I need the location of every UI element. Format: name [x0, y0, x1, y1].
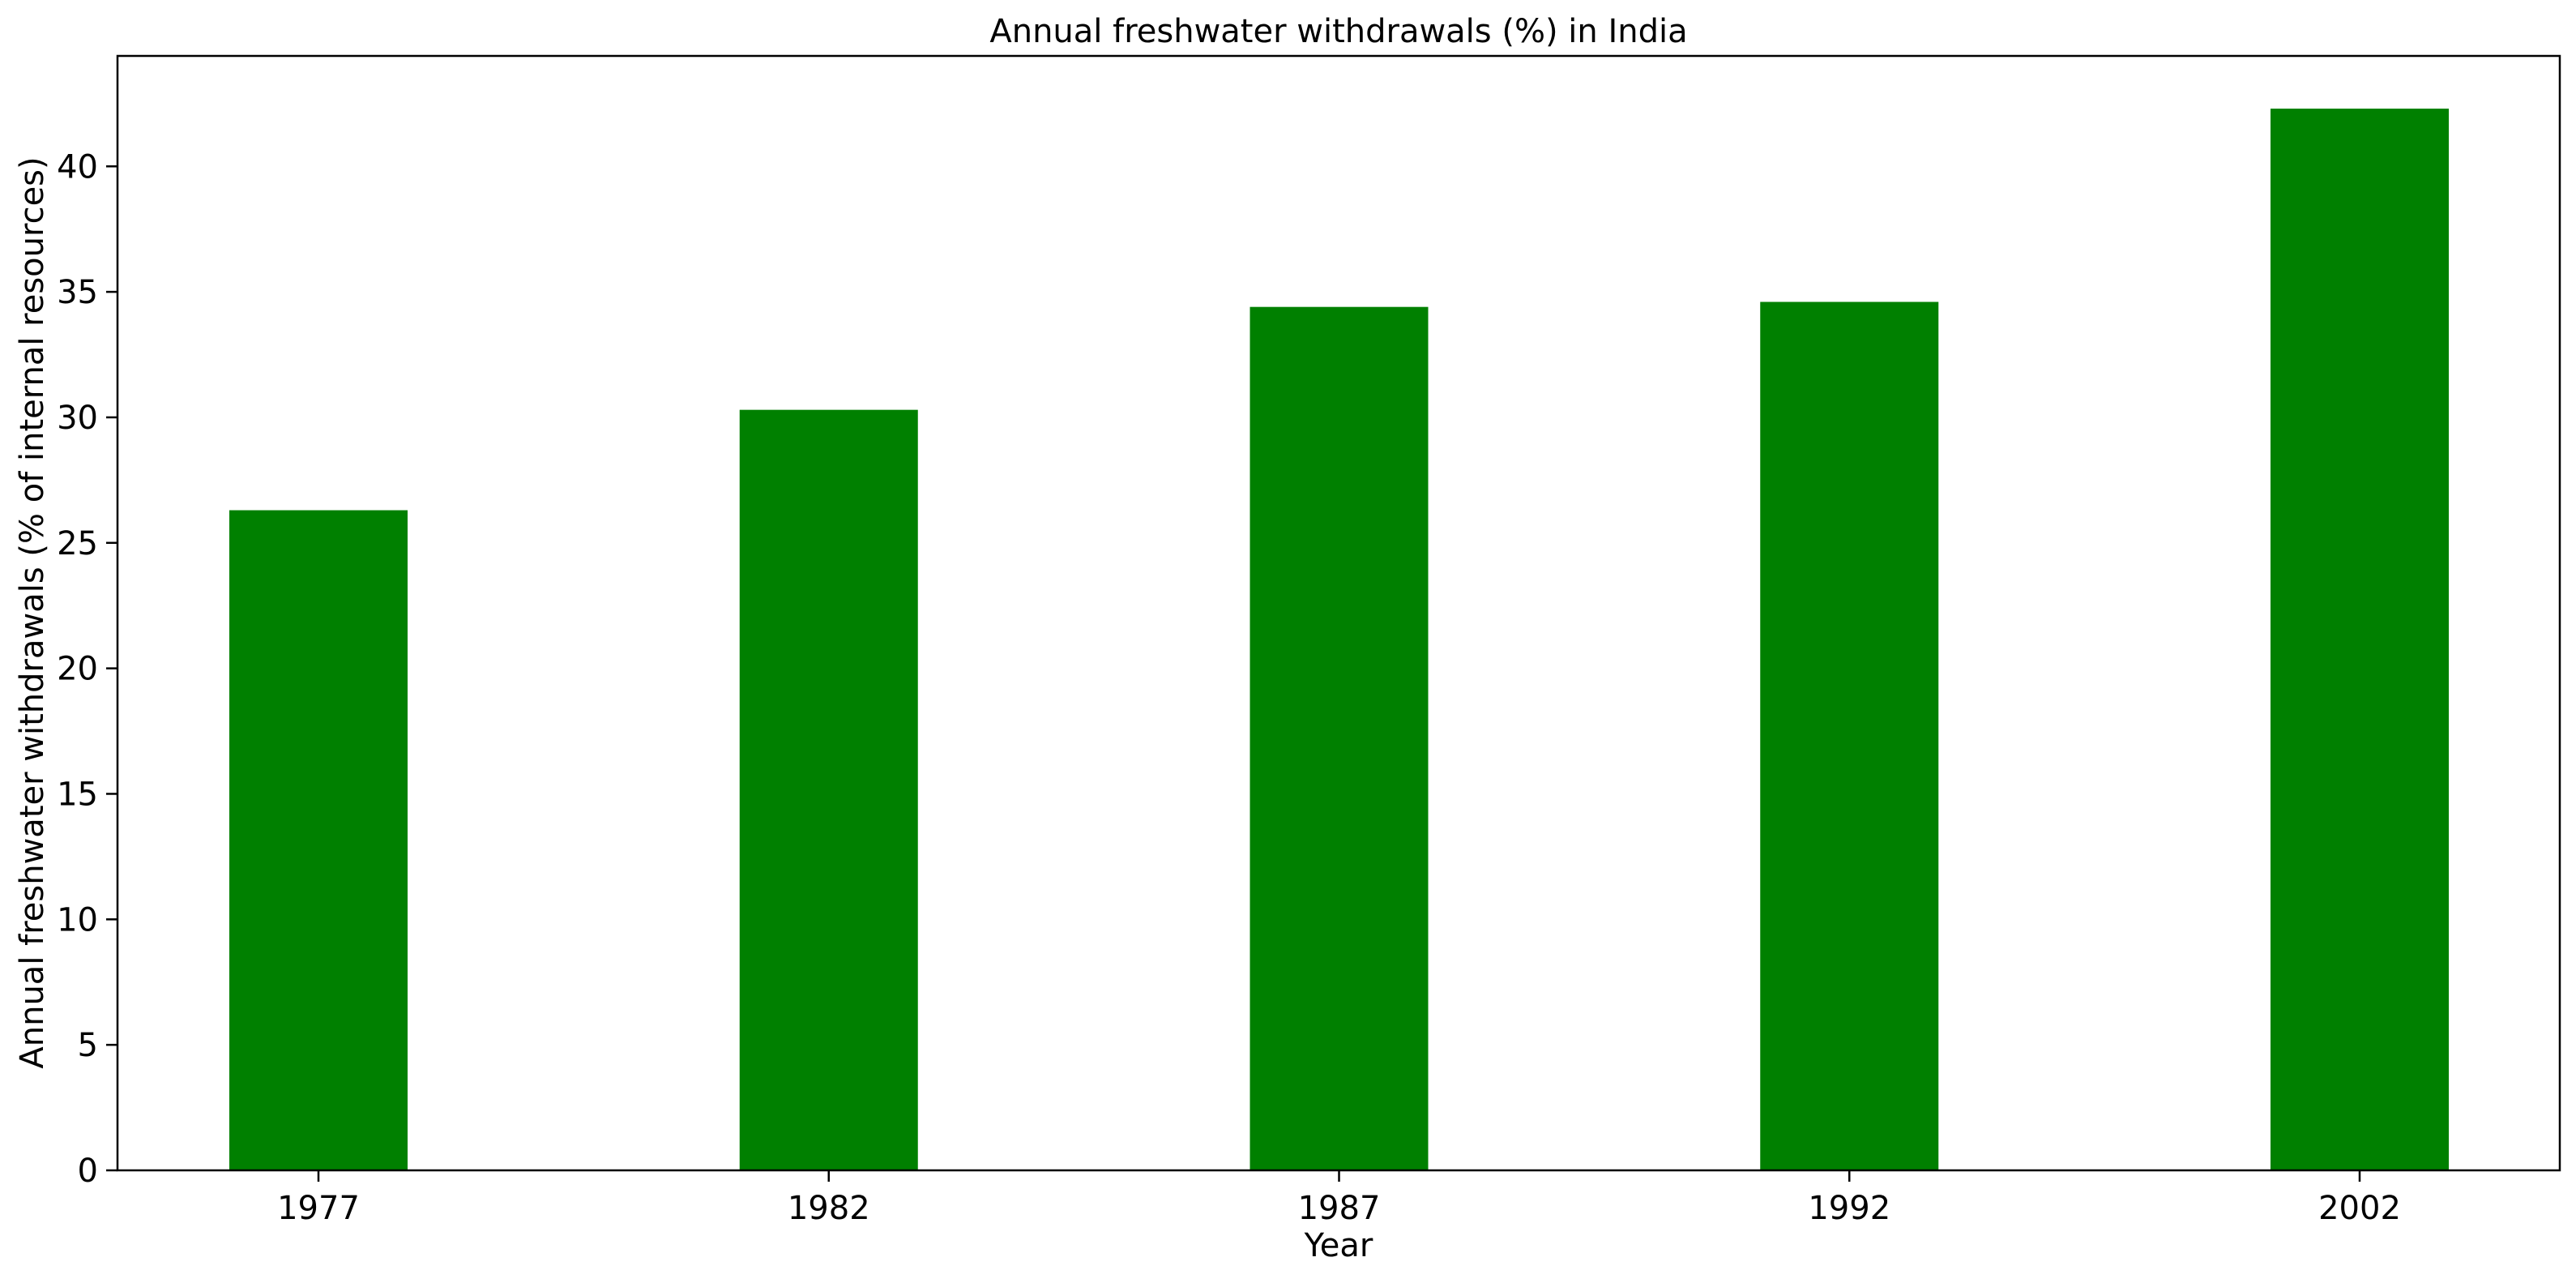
- chart-title: Annual freshwater withdrawals (%) in Ind…: [989, 13, 1687, 50]
- bar-2002: [2271, 109, 2449, 1170]
- y-tick-label: 25: [57, 525, 98, 562]
- y-tick-label: 0: [78, 1153, 98, 1190]
- bar-1992: [1760, 302, 1939, 1171]
- y-axis-ticks: 0 5 10 15 20 25 30 35 40: [57, 148, 117, 1190]
- x-tick-label: 1977: [277, 1190, 360, 1227]
- plot-area-frame: [116, 54, 2561, 1172]
- y-tick-label: 10: [57, 901, 98, 939]
- x-tick-label: 1987: [1298, 1190, 1381, 1227]
- y-axis-title: Annual freshwater withdrawals (% of inte…: [14, 156, 51, 1068]
- bar-1977: [229, 510, 408, 1170]
- x-tick-label: 2002: [2318, 1190, 2401, 1227]
- x-tick-label: 1992: [1808, 1190, 1890, 1227]
- y-tick-label: 40: [57, 148, 98, 186]
- x-axis-ticks: 1977 1982 1987 1992 2002: [277, 1170, 2401, 1227]
- y-tick-label: 35: [57, 274, 98, 311]
- x-tick-label: 1982: [788, 1190, 870, 1227]
- y-tick-label: 30: [57, 400, 98, 437]
- bar-1982: [739, 409, 918, 1170]
- y-tick-label: 20: [57, 651, 98, 688]
- bar-1987: [1250, 306, 1429, 1170]
- y-tick-label: 15: [57, 776, 98, 813]
- x-axis-title: Year: [1304, 1227, 1373, 1264]
- y-tick-label: 5: [78, 1027, 98, 1064]
- bars-group: [229, 109, 2449, 1171]
